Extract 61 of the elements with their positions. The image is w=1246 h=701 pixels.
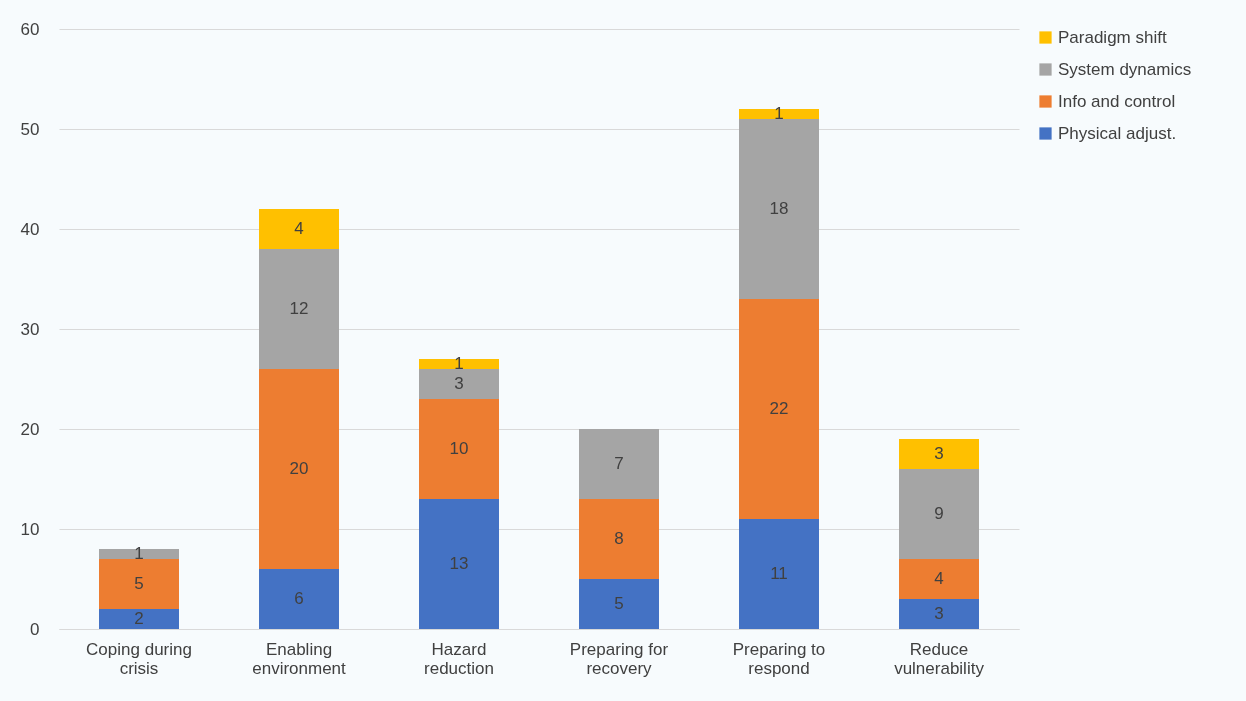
x-tick-label: Preparing for recovery bbox=[569, 639, 669, 678]
data-label: 12 bbox=[289, 299, 309, 318]
legend-label: System dynamics bbox=[1058, 59, 1192, 79]
bar bbox=[259, 369, 339, 569]
bar bbox=[419, 499, 499, 629]
bar bbox=[899, 439, 979, 469]
data-label: 9 bbox=[934, 504, 944, 523]
bar bbox=[259, 569, 339, 629]
data-label: 1 bbox=[454, 354, 464, 373]
data-label: 7 bbox=[614, 454, 624, 473]
data-label: 22 bbox=[769, 399, 789, 418]
bar bbox=[259, 209, 339, 249]
data-label: 11 bbox=[770, 564, 788, 583]
x-tick-label: Preparing to respond bbox=[732, 639, 826, 678]
bar bbox=[419, 359, 499, 369]
bar bbox=[739, 519, 819, 629]
legend-label: Paradigm shift bbox=[1058, 27, 1167, 47]
bar bbox=[739, 109, 819, 119]
legend-label: Physical adjust. bbox=[1058, 123, 1177, 143]
bar bbox=[99, 609, 179, 629]
bar bbox=[99, 559, 179, 609]
bar bbox=[739, 119, 819, 299]
data-label: 13 bbox=[449, 554, 469, 573]
data-label: 3 bbox=[934, 444, 944, 463]
y-tick-label: 0 bbox=[30, 619, 40, 639]
data-label: 2 bbox=[134, 609, 144, 628]
bar bbox=[739, 299, 819, 519]
bar bbox=[419, 369, 499, 399]
x-tick-label: Enabling environment bbox=[252, 639, 347, 678]
y-tick-label: 30 bbox=[20, 319, 40, 339]
data-label: 8 bbox=[614, 529, 624, 548]
y-tick-label: 20 bbox=[20, 419, 40, 439]
legend-label: Info and control bbox=[1058, 91, 1176, 111]
data-label: 6 bbox=[294, 589, 304, 608]
y-tick-label: 50 bbox=[20, 119, 40, 139]
data-label: 10 bbox=[449, 439, 469, 458]
data-label: 20 bbox=[289, 459, 309, 478]
data-label: 4 bbox=[294, 219, 304, 238]
data-label: 3 bbox=[934, 604, 944, 623]
data-label: 5 bbox=[134, 574, 144, 593]
bar bbox=[419, 399, 499, 499]
bar bbox=[579, 499, 659, 579]
data-label: 3 bbox=[454, 374, 464, 393]
x-tick-label: Reduce vulnerability bbox=[894, 639, 985, 678]
data-label: 4 bbox=[934, 569, 944, 588]
bar bbox=[899, 599, 979, 629]
data-label: 5 bbox=[614, 594, 624, 613]
x-tick-label: Coping during crisis bbox=[86, 639, 192, 678]
data-label: 18 bbox=[769, 199, 789, 218]
data-label: 1 bbox=[134, 544, 144, 563]
y-tick-label: 60 bbox=[20, 19, 40, 39]
bar bbox=[579, 579, 659, 629]
bar bbox=[899, 469, 979, 559]
x-tick-label: Hazard reduction bbox=[424, 639, 494, 678]
bar bbox=[99, 549, 179, 559]
y-tick-label: 10 bbox=[20, 519, 40, 539]
bar bbox=[259, 249, 339, 369]
bar bbox=[899, 559, 979, 599]
bar bbox=[579, 429, 659, 499]
data-label: 1 bbox=[774, 104, 784, 123]
y-tick-label: 40 bbox=[20, 219, 40, 239]
